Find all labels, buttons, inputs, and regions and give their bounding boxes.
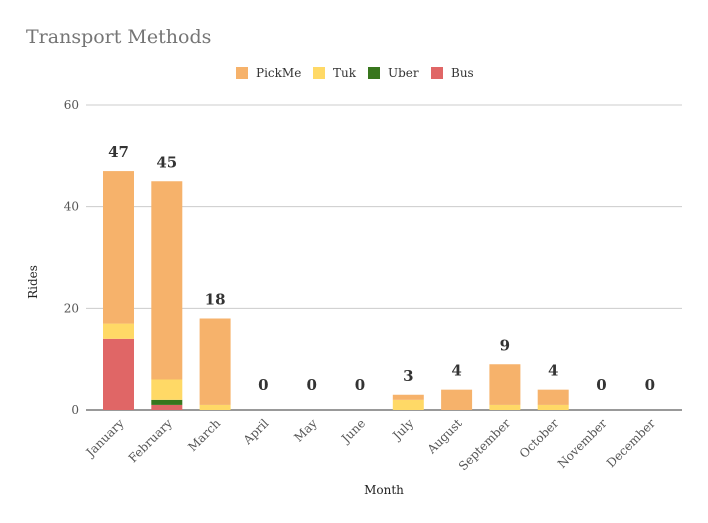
legend-swatch xyxy=(313,67,325,79)
x-tick-label: December xyxy=(604,416,658,470)
x-tick-label: October xyxy=(517,416,562,461)
bar-segment-tuk xyxy=(103,323,134,339)
y-tick-label: 40 xyxy=(64,200,79,214)
bar-segment-bus xyxy=(151,404,183,410)
bar-segment-tuk xyxy=(199,404,231,410)
x-tick-label: March xyxy=(185,416,223,454)
legend: PickMe Tuk Uber Bus xyxy=(0,66,708,84)
total-label: 0 xyxy=(596,376,606,394)
bar-segment-pickme xyxy=(103,171,134,324)
y-axis-title: Rides xyxy=(26,265,40,299)
bar-segment-tuk xyxy=(537,404,569,410)
x-tick-label: May xyxy=(291,416,320,445)
bar-segment-pickme xyxy=(151,181,183,380)
bar-segment-bus xyxy=(103,338,134,410)
legend-swatch xyxy=(368,67,380,79)
legend-swatch xyxy=(431,67,443,79)
x-tick-label: September xyxy=(456,416,513,473)
legend-item-uber: Uber xyxy=(368,66,419,80)
bar-segment-pickme xyxy=(392,394,424,400)
legend-item-bus: Bus xyxy=(431,66,474,80)
y-tick-label: 20 xyxy=(64,301,79,315)
y-tick-label: 60 xyxy=(64,98,79,112)
legend-label: Uber xyxy=(388,66,419,80)
chart-title: Transport Methods xyxy=(26,26,212,48)
total-label: 3 xyxy=(403,367,413,385)
bar-segment-pickme xyxy=(441,389,473,410)
legend-label: Bus xyxy=(451,66,474,80)
total-label: 9 xyxy=(500,336,510,354)
bar-segment-pickme xyxy=(489,364,521,405)
total-label: 0 xyxy=(306,376,316,394)
legend-label: PickMe xyxy=(256,66,302,80)
legend-swatch xyxy=(236,67,248,79)
x-tick-label: June xyxy=(337,416,368,447)
legend-label: Tuk xyxy=(333,66,357,80)
bar-segment-pickme xyxy=(537,389,569,405)
legend-item-pickme: PickMe xyxy=(236,66,301,80)
total-label: 0 xyxy=(355,376,365,394)
bar-segment-pickme xyxy=(199,318,231,405)
total-label: 45 xyxy=(156,153,177,171)
bar-segment-tuk xyxy=(392,399,424,410)
total-label: 47 xyxy=(108,143,129,161)
x-tick-label: November xyxy=(555,416,610,471)
bar-segment-tuk xyxy=(489,404,521,410)
total-label: 4 xyxy=(451,362,461,380)
x-tick-label: August xyxy=(424,416,465,457)
x-axis-title: Month xyxy=(364,483,404,497)
x-tick-label: January xyxy=(82,416,127,461)
legend-item-tuk: Tuk xyxy=(313,66,356,80)
x-tick-label: February xyxy=(126,416,175,465)
bar-segment-tuk xyxy=(151,379,183,400)
total-label: 0 xyxy=(258,376,268,394)
x-tick-label: April xyxy=(240,416,272,448)
x-tick-label: July xyxy=(389,416,417,444)
bar-segment-uber xyxy=(151,399,183,405)
y-tick-label: 0 xyxy=(71,403,79,417)
total-label: 18 xyxy=(205,291,226,309)
total-label: 4 xyxy=(548,362,558,380)
total-label: 0 xyxy=(645,376,655,394)
